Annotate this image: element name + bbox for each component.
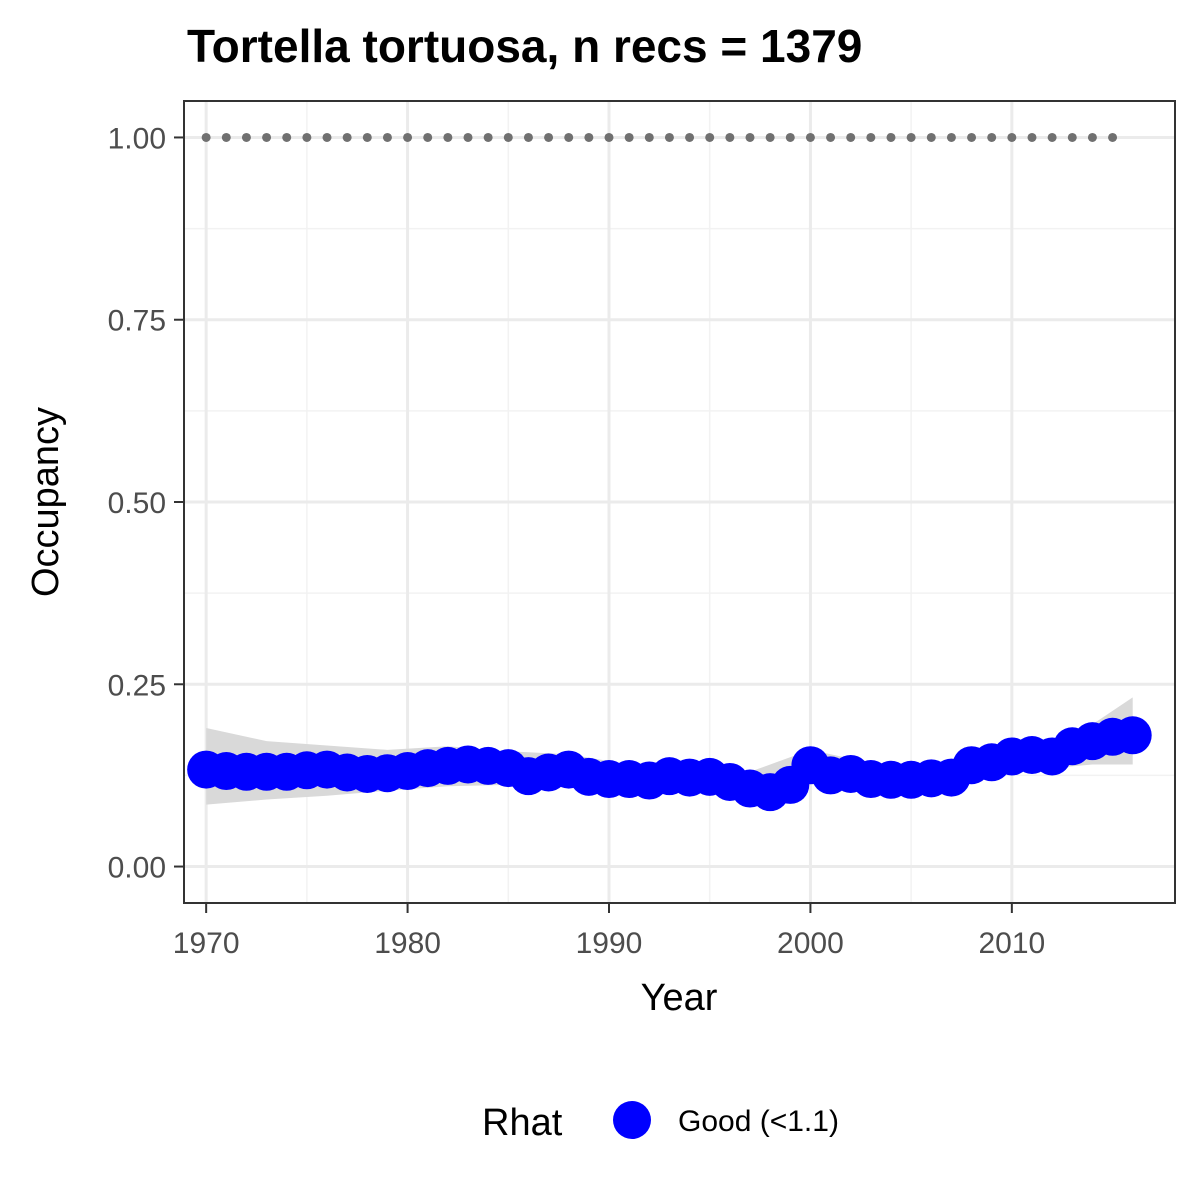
reference-point — [664, 132, 674, 142]
y-tick-label: 0.00 — [108, 852, 166, 885]
reference-point — [604, 132, 614, 142]
reference-point — [745, 132, 755, 142]
reference-point — [866, 132, 876, 142]
reference-point — [523, 132, 533, 142]
reference-point — [1067, 132, 1077, 142]
reference-point — [644, 132, 654, 142]
legend-key-good — [613, 1101, 651, 1139]
y-axis: 0.00 0.25 0.50 0.75 1.00 — [108, 122, 184, 885]
reference-point — [765, 132, 775, 142]
y-tick-label: 1.00 — [108, 122, 166, 155]
y-axis-title: Occupancy — [25, 407, 67, 597]
reference-point — [926, 132, 936, 142]
chart-title: Tortella tortuosa, n recs = 1379 — [187, 20, 862, 72]
reference-point — [282, 132, 292, 142]
legend-label-good: Good (<1.1) — [678, 1105, 839, 1138]
reference-point — [382, 132, 392, 142]
reference-point — [886, 132, 896, 142]
occupancy-point — [1113, 716, 1152, 755]
reference-point — [987, 132, 997, 142]
reference-point — [463, 132, 473, 142]
reference-point — [705, 132, 715, 142]
reference-point — [241, 132, 251, 142]
reference-point — [1087, 132, 1097, 142]
x-tick-label: 2000 — [777, 927, 844, 960]
reference-point — [1007, 132, 1017, 142]
legend-title: Rhat — [482, 1102, 563, 1144]
reference-point — [805, 132, 815, 142]
reference-point — [1108, 132, 1118, 142]
x-tick-label: 1970 — [173, 927, 240, 960]
reference-point — [201, 132, 211, 142]
reference-point — [584, 132, 594, 142]
reference-point — [967, 132, 977, 142]
reference-point — [685, 132, 695, 142]
x-axis: 1970 1980 1990 2000 2010 — [173, 903, 1045, 960]
reference-point — [826, 132, 836, 142]
reference-point — [1027, 132, 1037, 142]
reference-point — [302, 132, 312, 142]
reference-point — [362, 132, 372, 142]
x-axis-title: Year — [641, 977, 718, 1019]
x-tick-label: 1980 — [374, 927, 441, 960]
reference-point — [262, 132, 272, 142]
reference-point — [503, 132, 513, 142]
reference-point — [483, 132, 493, 142]
legend: Rhat Good (<1.1) — [482, 1101, 839, 1144]
reference-point — [221, 132, 231, 142]
reference-point — [423, 132, 433, 142]
y-tick-label: 0.50 — [108, 487, 166, 520]
reference-points-layer — [201, 132, 1118, 142]
reference-point — [544, 132, 554, 142]
reference-point — [342, 132, 352, 142]
x-tick-label: 1990 — [576, 927, 643, 960]
reference-point — [946, 132, 956, 142]
reference-point — [322, 132, 332, 142]
reference-point — [564, 132, 574, 142]
reference-point — [443, 132, 453, 142]
reference-point — [624, 132, 634, 142]
y-tick-label: 0.25 — [108, 669, 166, 702]
y-tick-label: 0.75 — [108, 305, 166, 338]
reference-point — [846, 132, 856, 142]
reference-point — [403, 132, 413, 142]
reference-point — [1047, 132, 1057, 142]
reference-point — [725, 132, 735, 142]
reference-point — [785, 132, 795, 142]
occupancy-points-layer — [187, 716, 1152, 812]
reference-point — [906, 132, 916, 142]
x-tick-label: 2010 — [978, 927, 1045, 960]
